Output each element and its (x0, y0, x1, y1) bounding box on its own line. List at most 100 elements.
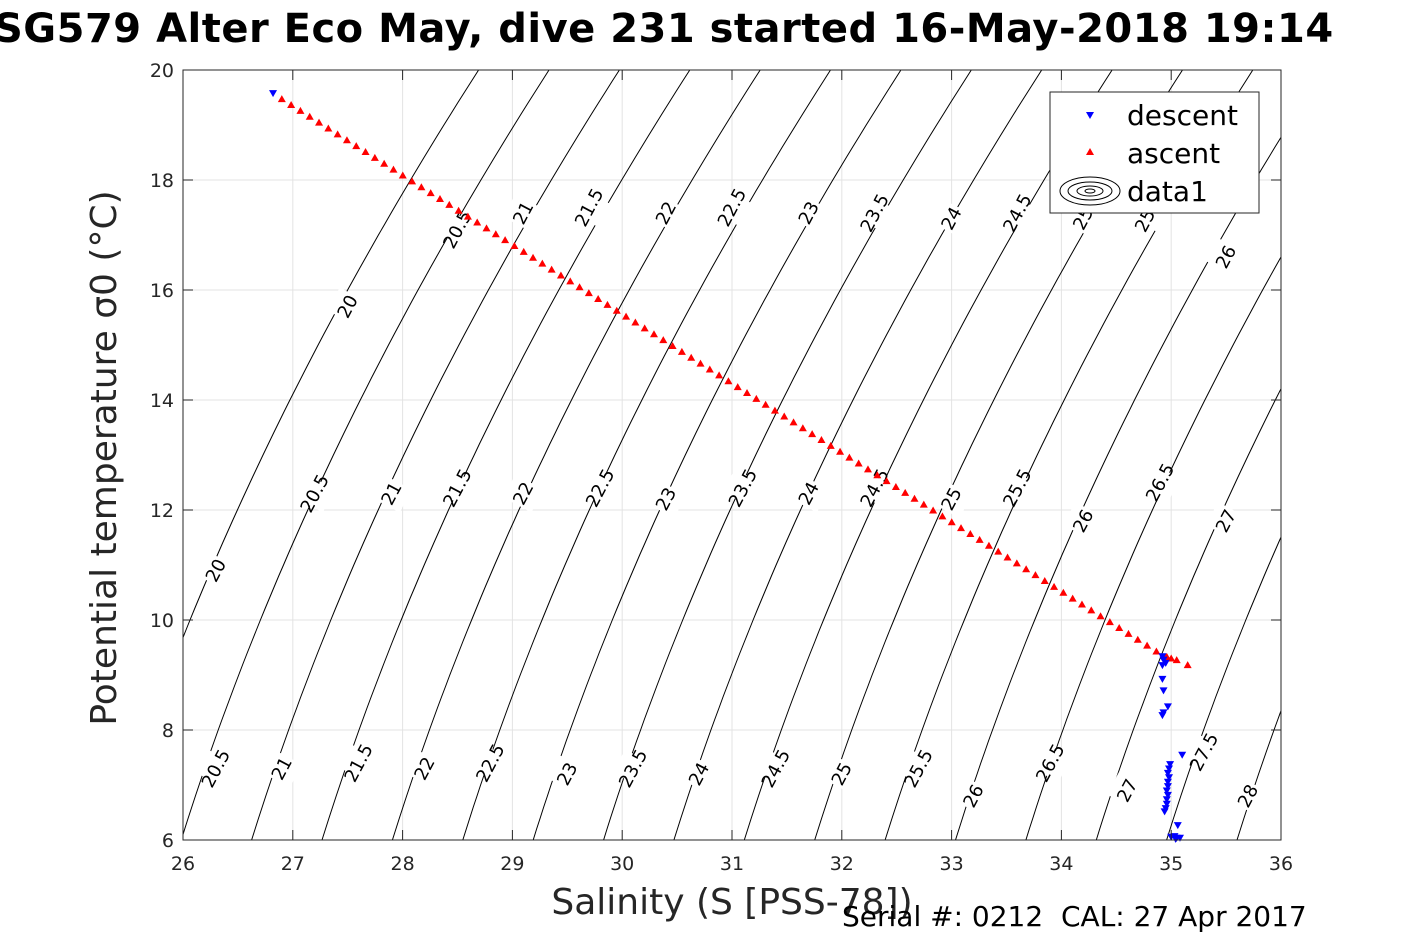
descent-point (1160, 808, 1169, 816)
contour-label-bg (997, 194, 1038, 232)
ascent-point (1003, 553, 1012, 561)
ascent-point (1012, 559, 1021, 567)
ascent-point (454, 206, 463, 214)
ascent-point (901, 488, 910, 496)
y-tick-label: 18 (150, 170, 174, 192)
contour-label-bg (261, 749, 303, 788)
ascent-point (966, 529, 975, 537)
ascent-point (789, 418, 798, 426)
ascent-point (296, 106, 305, 114)
ascent-point (519, 247, 528, 255)
ascent-point (1115, 624, 1124, 632)
ascent-point (1143, 641, 1152, 649)
ascent-point (1096, 612, 1105, 620)
density-contour (603, 70, 972, 840)
x-tick-label: 26 (171, 853, 195, 875)
contour-label-bg (547, 755, 588, 793)
descent-point (1163, 778, 1172, 786)
x-tick-label: 36 (1269, 853, 1293, 875)
ascent-point (1105, 618, 1114, 626)
contour-label-bg (371, 474, 412, 513)
ascent-point (491, 230, 500, 238)
x-tick-label: 33 (940, 853, 964, 875)
x-tick-label: 32 (830, 853, 854, 875)
descent-point (1163, 783, 1172, 791)
contour-label-bg (645, 480, 687, 518)
contour-labels: 2020.52121.52222.52323.52424.52525.52620… (195, 185, 1269, 815)
descent-point (1158, 662, 1167, 670)
ascent-point (603, 300, 612, 308)
ascent-point (1133, 635, 1142, 643)
ascent-point (510, 242, 519, 250)
ascent-point (1087, 606, 1096, 614)
descent-point (1163, 703, 1172, 711)
ascent-point (798, 424, 807, 432)
contour-label-bg (898, 749, 939, 788)
ascent-point (994, 547, 1003, 555)
descent-point (1165, 774, 1174, 782)
ascent-point (389, 165, 398, 173)
x-tick-label: 29 (500, 853, 524, 875)
ascent-point (1068, 594, 1077, 602)
ascent-point (733, 383, 742, 391)
ascent-point (324, 124, 333, 132)
ascent-point (836, 447, 845, 455)
ascent-point (873, 471, 882, 479)
ascent-point (1050, 582, 1059, 590)
data-series (269, 90, 1192, 843)
ascent-point (501, 236, 510, 244)
contour-label-bg (503, 474, 544, 513)
ascent-point (1031, 571, 1040, 579)
contour-label-bg (569, 188, 610, 227)
ascent-point (529, 253, 538, 261)
ascent-point (677, 347, 686, 355)
contour-label-bg (931, 199, 972, 238)
y-tick-label: 12 (150, 500, 174, 522)
ascent-point (743, 388, 752, 396)
ascent-point (398, 171, 407, 179)
ascent-point (724, 377, 733, 385)
ascent-point (1124, 629, 1133, 637)
contour-label-bg (1030, 744, 1071, 782)
descent-point (269, 90, 278, 98)
ascent-point (780, 412, 789, 420)
contour-label-bg (294, 474, 335, 513)
contour-label-bg (195, 749, 237, 788)
descent-point (1163, 769, 1172, 777)
contour-label-bg (997, 469, 1038, 507)
ascent-point (668, 341, 677, 349)
x-tick-label: 30 (610, 853, 634, 875)
density-contour (251, 70, 620, 840)
ascent-point (882, 477, 891, 485)
descent-point (1165, 765, 1174, 773)
y-tick-label: 6 (162, 830, 174, 852)
ascent-point (891, 482, 900, 490)
descent-point (1158, 712, 1167, 720)
ascent-point (445, 200, 454, 208)
contour-label-bg (1139, 463, 1181, 502)
descent-point (1158, 675, 1167, 683)
legend-data1-marker (1076, 185, 1104, 197)
legend-data1-marker (1084, 188, 1096, 194)
ascent-point (938, 512, 947, 520)
descent-point (1162, 800, 1171, 808)
legend-ascent-marker (1086, 148, 1094, 155)
ascent-point (612, 306, 621, 314)
y-axis-label: Potential temperature σ0 (°C) (84, 190, 125, 725)
serial-footer: Serial #: 0212 CAL: 27 Apr 2017 (842, 900, 1307, 933)
ascent-point (342, 136, 351, 144)
ascent-point (649, 330, 658, 338)
axes: 26 27 28 29 30 31 32 33 34 35 36 6 8 10 12 14 16 18 20 Sali… (84, 60, 1293, 923)
ascent-point (566, 277, 575, 285)
ascent-point (659, 336, 668, 344)
ascent-point (863, 465, 872, 473)
x-tick-label: 31 (720, 853, 744, 875)
legend-data1-marker (1067, 181, 1113, 201)
contour-label-bg (678, 755, 720, 793)
x-axis-label: Salinity (S [PSS-78]) (551, 882, 912, 923)
density-contour (532, 70, 902, 840)
chart-title-text: SG579 Alter Eco May, dive 231 started 16… (0, 6, 1334, 52)
legend-descent-label: descent (1127, 99, 1238, 132)
ascent-point (426, 189, 435, 197)
ascent-point (910, 494, 919, 502)
